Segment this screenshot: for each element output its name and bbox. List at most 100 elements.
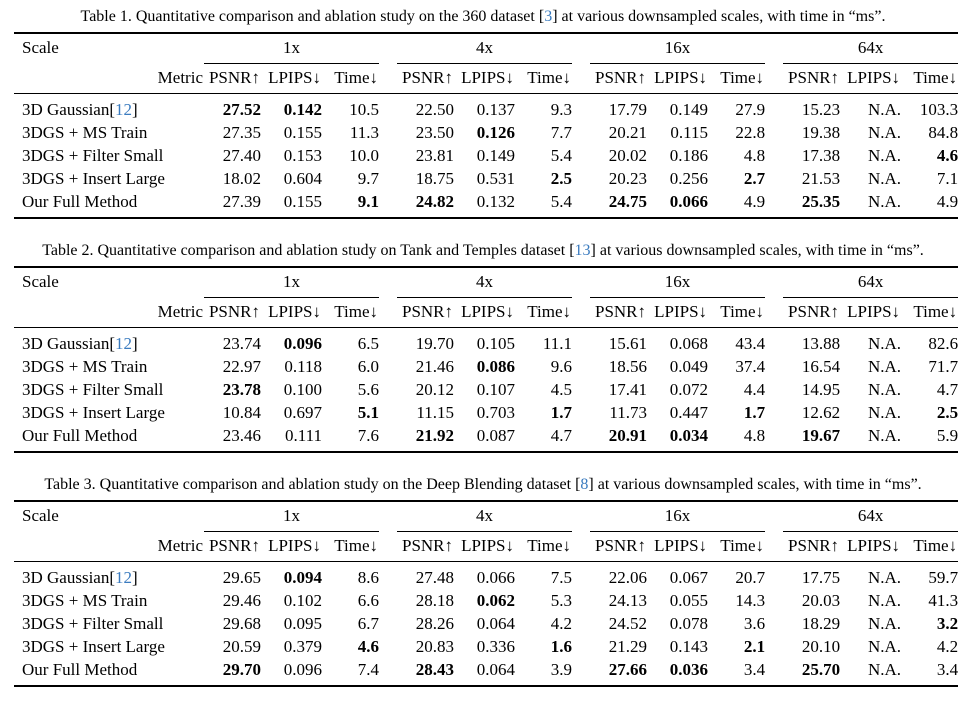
value-cell: 27.9 bbox=[735, 100, 766, 119]
value-cell: 0.186 bbox=[669, 146, 709, 165]
value-cell: 7.5 bbox=[550, 568, 573, 587]
column-spacer bbox=[572, 328, 590, 356]
column-spacer bbox=[379, 144, 397, 167]
column-spacer bbox=[572, 635, 590, 658]
value-cell: 0.115 bbox=[670, 123, 709, 142]
scale-row-label: Scale bbox=[22, 272, 59, 292]
column-spacer bbox=[765, 121, 783, 144]
metric-column-header: LPIPS↓ bbox=[261, 297, 322, 328]
value-cell: 1.7 bbox=[743, 403, 766, 422]
column-spacer bbox=[572, 355, 590, 378]
method-name-cell: 3D Gaussian[12] bbox=[14, 94, 204, 122]
method-name-cell: Our Full Method bbox=[14, 190, 204, 218]
column-spacer bbox=[765, 190, 783, 218]
method-name: 3D Gaussian[ bbox=[22, 334, 116, 353]
method-name: 3D Gaussian[ bbox=[22, 100, 116, 119]
value-cell: 4.9 bbox=[743, 192, 766, 211]
metric-column-header: Time↓ bbox=[515, 531, 573, 562]
value-cell: 9.1 bbox=[357, 192, 380, 211]
value-cell: 7.4 bbox=[357, 660, 380, 679]
value-cell: 0.256 bbox=[669, 169, 709, 188]
metric-column-header: PSNR↑ bbox=[204, 63, 261, 94]
column-spacer bbox=[572, 267, 590, 298]
value-cell: 10.0 bbox=[349, 146, 380, 165]
method-name-cell: Our Full Method bbox=[14, 424, 204, 452]
metric-column-header: PSNR↑ bbox=[204, 531, 261, 562]
column-spacer bbox=[379, 562, 397, 590]
method-name: ] bbox=[132, 334, 138, 353]
metric-column-header: LPIPS↓ bbox=[647, 63, 709, 94]
value-cell: 20.91 bbox=[608, 426, 648, 445]
column-spacer bbox=[572, 167, 590, 190]
metric-column-header: Time↓ bbox=[515, 63, 573, 94]
metric-column-header: LPIPS↓ bbox=[647, 297, 709, 328]
table-row: 3DGS + Filter Small 29.68 0.095 6.7 28.26 0.0… bbox=[14, 612, 958, 635]
results-table-3: Scale 1x 4x 16x 64x Metric PSNR↑ LPIPS↓ Time↓ PSN… bbox=[14, 500, 959, 687]
citation-link[interactable]: 12 bbox=[115, 568, 133, 587]
value-cell: 0.064 bbox=[476, 660, 516, 679]
value-cell: 20.12 bbox=[415, 380, 455, 399]
column-spacer bbox=[765, 658, 783, 686]
value-cell: 1.7 bbox=[550, 403, 573, 422]
caption-text: ] at various downsampled scales, with ti… bbox=[588, 476, 922, 493]
scale-group-header: 16x bbox=[590, 501, 766, 532]
method-name: 3DGS + Insert Large bbox=[22, 637, 165, 656]
value-cell: 21.46 bbox=[415, 357, 455, 376]
method-name-cell: 3DGS + Filter Small bbox=[14, 612, 204, 635]
value-cell: 37.4 bbox=[735, 357, 766, 376]
method-name-cell: 3DGS + MS Train bbox=[14, 355, 204, 378]
value-cell: N.A. bbox=[868, 380, 902, 399]
citation-link[interactable]: 3 bbox=[544, 8, 553, 25]
table-2-caption: Table 2. Quantitative comparison and abl… bbox=[14, 242, 952, 260]
value-cell: 4.7 bbox=[550, 426, 573, 445]
table-row: 3DGS + Filter Small 23.78 0.100 5.6 20.12 0.1… bbox=[14, 378, 958, 401]
value-cell: 3.4 bbox=[936, 660, 959, 679]
method-name: ] bbox=[132, 100, 138, 119]
metric-column-header: PSNR↑ bbox=[397, 63, 455, 94]
results-table-1: Scale 1x 4x 16x 64x Metric PSNR↑ LPIPS↓ Time↓ PSN… bbox=[14, 32, 959, 219]
column-spacer bbox=[765, 612, 783, 635]
value-cell: 0.155 bbox=[283, 123, 322, 142]
citation-link[interactable]: 12 bbox=[115, 100, 133, 119]
table-row: 3D Gaussian[12] 23.74 0.096 6.5 19.70 0.105 11… bbox=[14, 328, 958, 356]
scale-group-header: 1x bbox=[204, 501, 380, 532]
scale-group-header: 4x bbox=[397, 501, 573, 532]
value-cell: 18.56 bbox=[608, 357, 648, 376]
column-spacer bbox=[379, 63, 398, 94]
value-cell: 0.107 bbox=[476, 380, 516, 399]
column-spacer bbox=[572, 589, 590, 612]
method-name-cell: 3DGS + Filter Small bbox=[14, 144, 204, 167]
column-spacer bbox=[572, 562, 590, 590]
scale-group-header: 64x bbox=[783, 267, 959, 298]
column-spacer bbox=[379, 589, 397, 612]
paper-page: Table 1. Quantitative comparison and abl… bbox=[14, 8, 959, 687]
column-spacer bbox=[572, 612, 590, 635]
column-spacer bbox=[572, 190, 590, 218]
citation-link[interactable]: 13 bbox=[574, 242, 591, 259]
value-cell: 19.38 bbox=[801, 123, 841, 142]
value-cell: 0.034 bbox=[669, 426, 709, 445]
citation-link[interactable]: 8 bbox=[580, 476, 589, 493]
value-cell: N.A. bbox=[868, 426, 902, 445]
metric-column-header: LPIPS↓ bbox=[647, 531, 709, 562]
caption-text: ] at various downsampled scales, with ti… bbox=[590, 242, 924, 259]
value-cell: 25.35 bbox=[801, 192, 841, 211]
value-cell: 0.336 bbox=[476, 637, 516, 656]
scale-row-label: Scale bbox=[22, 38, 59, 58]
value-cell: N.A. bbox=[868, 637, 902, 656]
method-name: Our Full Method bbox=[22, 426, 138, 445]
value-cell: 82.6 bbox=[928, 334, 959, 353]
value-cell: 0.149 bbox=[669, 100, 709, 119]
citation-link[interactable]: 12 bbox=[115, 334, 133, 353]
value-cell: 29.68 bbox=[222, 614, 261, 633]
value-cell: 18.02 bbox=[222, 169, 261, 188]
value-cell: 3.4 bbox=[743, 660, 766, 679]
column-spacer bbox=[572, 94, 590, 122]
value-cell: 0.072 bbox=[669, 380, 709, 399]
value-cell: 2.7 bbox=[743, 169, 766, 188]
value-cell: 22.06 bbox=[608, 568, 648, 587]
value-cell: 41.3 bbox=[928, 591, 959, 610]
method-name: Our Full Method bbox=[22, 660, 138, 679]
value-cell: 19.67 bbox=[801, 426, 841, 445]
metric-column-header: Time↓ bbox=[708, 297, 766, 328]
